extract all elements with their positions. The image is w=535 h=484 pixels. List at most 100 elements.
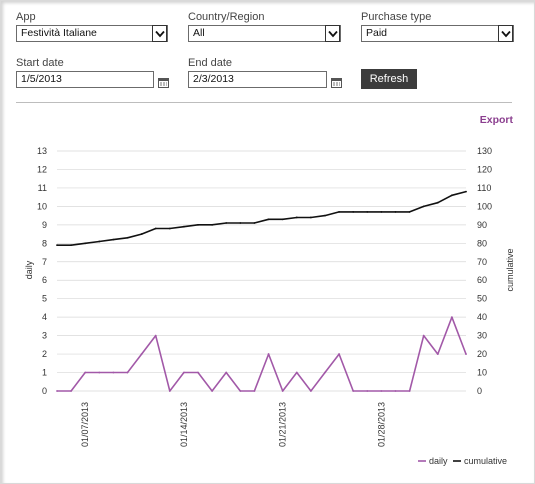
data-point-cumulative [211,223,214,226]
y-left-tick-label: 9 [42,220,47,230]
calendar-icon[interactable] [158,75,169,88]
country-select[interactable]: All [188,25,341,42]
legend-item-cumulative: cumulative [464,456,507,466]
y-left-tick-label: 6 [42,275,47,285]
y-right-tick-label: 70 [477,257,487,267]
data-point-cumulative [197,223,199,226]
y-left-axis-label: daily [24,260,34,279]
data-point-cumulative [126,236,129,239]
calendar-icon[interactable] [331,75,342,88]
y-right-tick-label: 30 [477,331,487,341]
data-point-daily [154,334,157,337]
y-right-tick-label: 40 [477,312,487,322]
y-right-tick-label: 10 [477,368,487,378]
data-point-cumulative [154,227,157,230]
app-select-value: Festività Italiane [21,27,97,39]
data-point-cumulative [352,211,355,213]
start-date-input[interactable]: 1/5/2013 [16,71,154,88]
y-left-tick-label: 3 [42,331,47,341]
x-tick-label: 01/07/2013 [80,402,90,447]
y-right-tick-label: 100 [477,201,492,211]
chevron-down-icon[interactable] [152,25,167,42]
data-point-cumulative [112,238,115,241]
data-point-cumulative [140,233,143,235]
y-left-tick-label: 4 [42,312,47,322]
purchase-type-label: Purchase type [361,11,432,23]
data-point-cumulative [324,214,326,217]
chevron-down-icon[interactable] [325,25,340,42]
data-point-daily [450,316,453,319]
data-point-cumulative [84,242,87,245]
x-tick-label: 01/21/2013 [278,402,288,447]
x-tick-label: 01/14/2013 [179,402,189,447]
data-point-daily [281,390,284,392]
data-point-daily [309,390,312,392]
export-link[interactable]: Export [479,114,513,126]
end-date-input[interactable]: 2/3/2013 [188,71,327,88]
data-point-cumulative [183,225,185,228]
data-point-cumulative [465,190,467,193]
series-line-daily [57,316,467,392]
data-point-cumulative [56,244,58,247]
y-left-tick-label: 5 [42,294,47,304]
data-point-cumulative [394,211,397,213]
y-left-tick-label: 13 [37,146,47,156]
data-point-daily [380,390,383,392]
data-point-daily [465,353,467,355]
y-right-tick-label: 80 [477,238,487,248]
data-point-cumulative [281,218,284,221]
start-date-label: Start date [16,57,64,69]
data-point-cumulative [408,211,411,213]
y-right-tick-label: 50 [477,294,487,304]
y-left-tick-label: 2 [42,349,47,359]
data-point-daily [267,353,270,355]
refresh-button[interactable]: Refresh [361,69,417,89]
y-right-tick-label: 130 [477,146,492,156]
data-point-daily [84,371,87,374]
y-right-axis-label: cumulative [505,248,515,291]
data-point-daily [394,390,397,392]
data-point-cumulative [380,211,383,213]
data-point-daily [352,390,355,392]
data-point-cumulative [225,222,228,224]
data-point-daily [183,371,185,374]
country-select-value: All [193,27,205,39]
y-right-tick-label: 20 [477,349,487,359]
data-point-cumulative [366,211,369,213]
data-point-daily [338,353,340,355]
data-point-daily [112,371,115,374]
y-left-tick-label: 12 [37,164,47,174]
data-point-cumulative [309,216,312,219]
y-right-tick-label: 110 [477,183,491,193]
data-point-daily [56,390,58,392]
y-left-tick-label: 10 [37,201,47,211]
data-point-cumulative [338,211,340,213]
app-label: App [16,11,36,23]
y-right-tick-label: 0 [477,386,482,396]
data-point-daily [366,390,369,392]
data-point-cumulative [422,205,425,208]
y-right-tick-label: 90 [477,220,487,230]
y-left-tick-label: 0 [42,386,47,396]
purchase-type-select-value: Paid [366,27,388,39]
data-point-daily [211,390,214,392]
country-label: Country/Region [188,11,265,23]
data-point-daily [422,334,425,337]
divider [16,102,512,103]
data-point-cumulative [295,216,298,219]
app-select[interactable]: Festività Italiane [16,25,168,42]
y-left-tick-label: 11 [38,183,47,193]
purchase-type-select[interactable]: Paid [361,25,514,42]
data-point-daily [324,371,326,374]
data-point-daily [140,353,143,355]
data-point-daily [98,371,101,374]
data-point-daily [436,353,439,355]
data-point-daily [239,390,242,392]
data-point-daily [225,371,228,374]
data-point-cumulative [253,222,256,224]
data-point-cumulative [239,222,242,224]
data-point-cumulative [267,218,270,221]
chevron-down-icon[interactable] [498,25,513,42]
data-point-daily [168,390,171,392]
x-tick-label: 01/28/2013 [376,402,386,447]
